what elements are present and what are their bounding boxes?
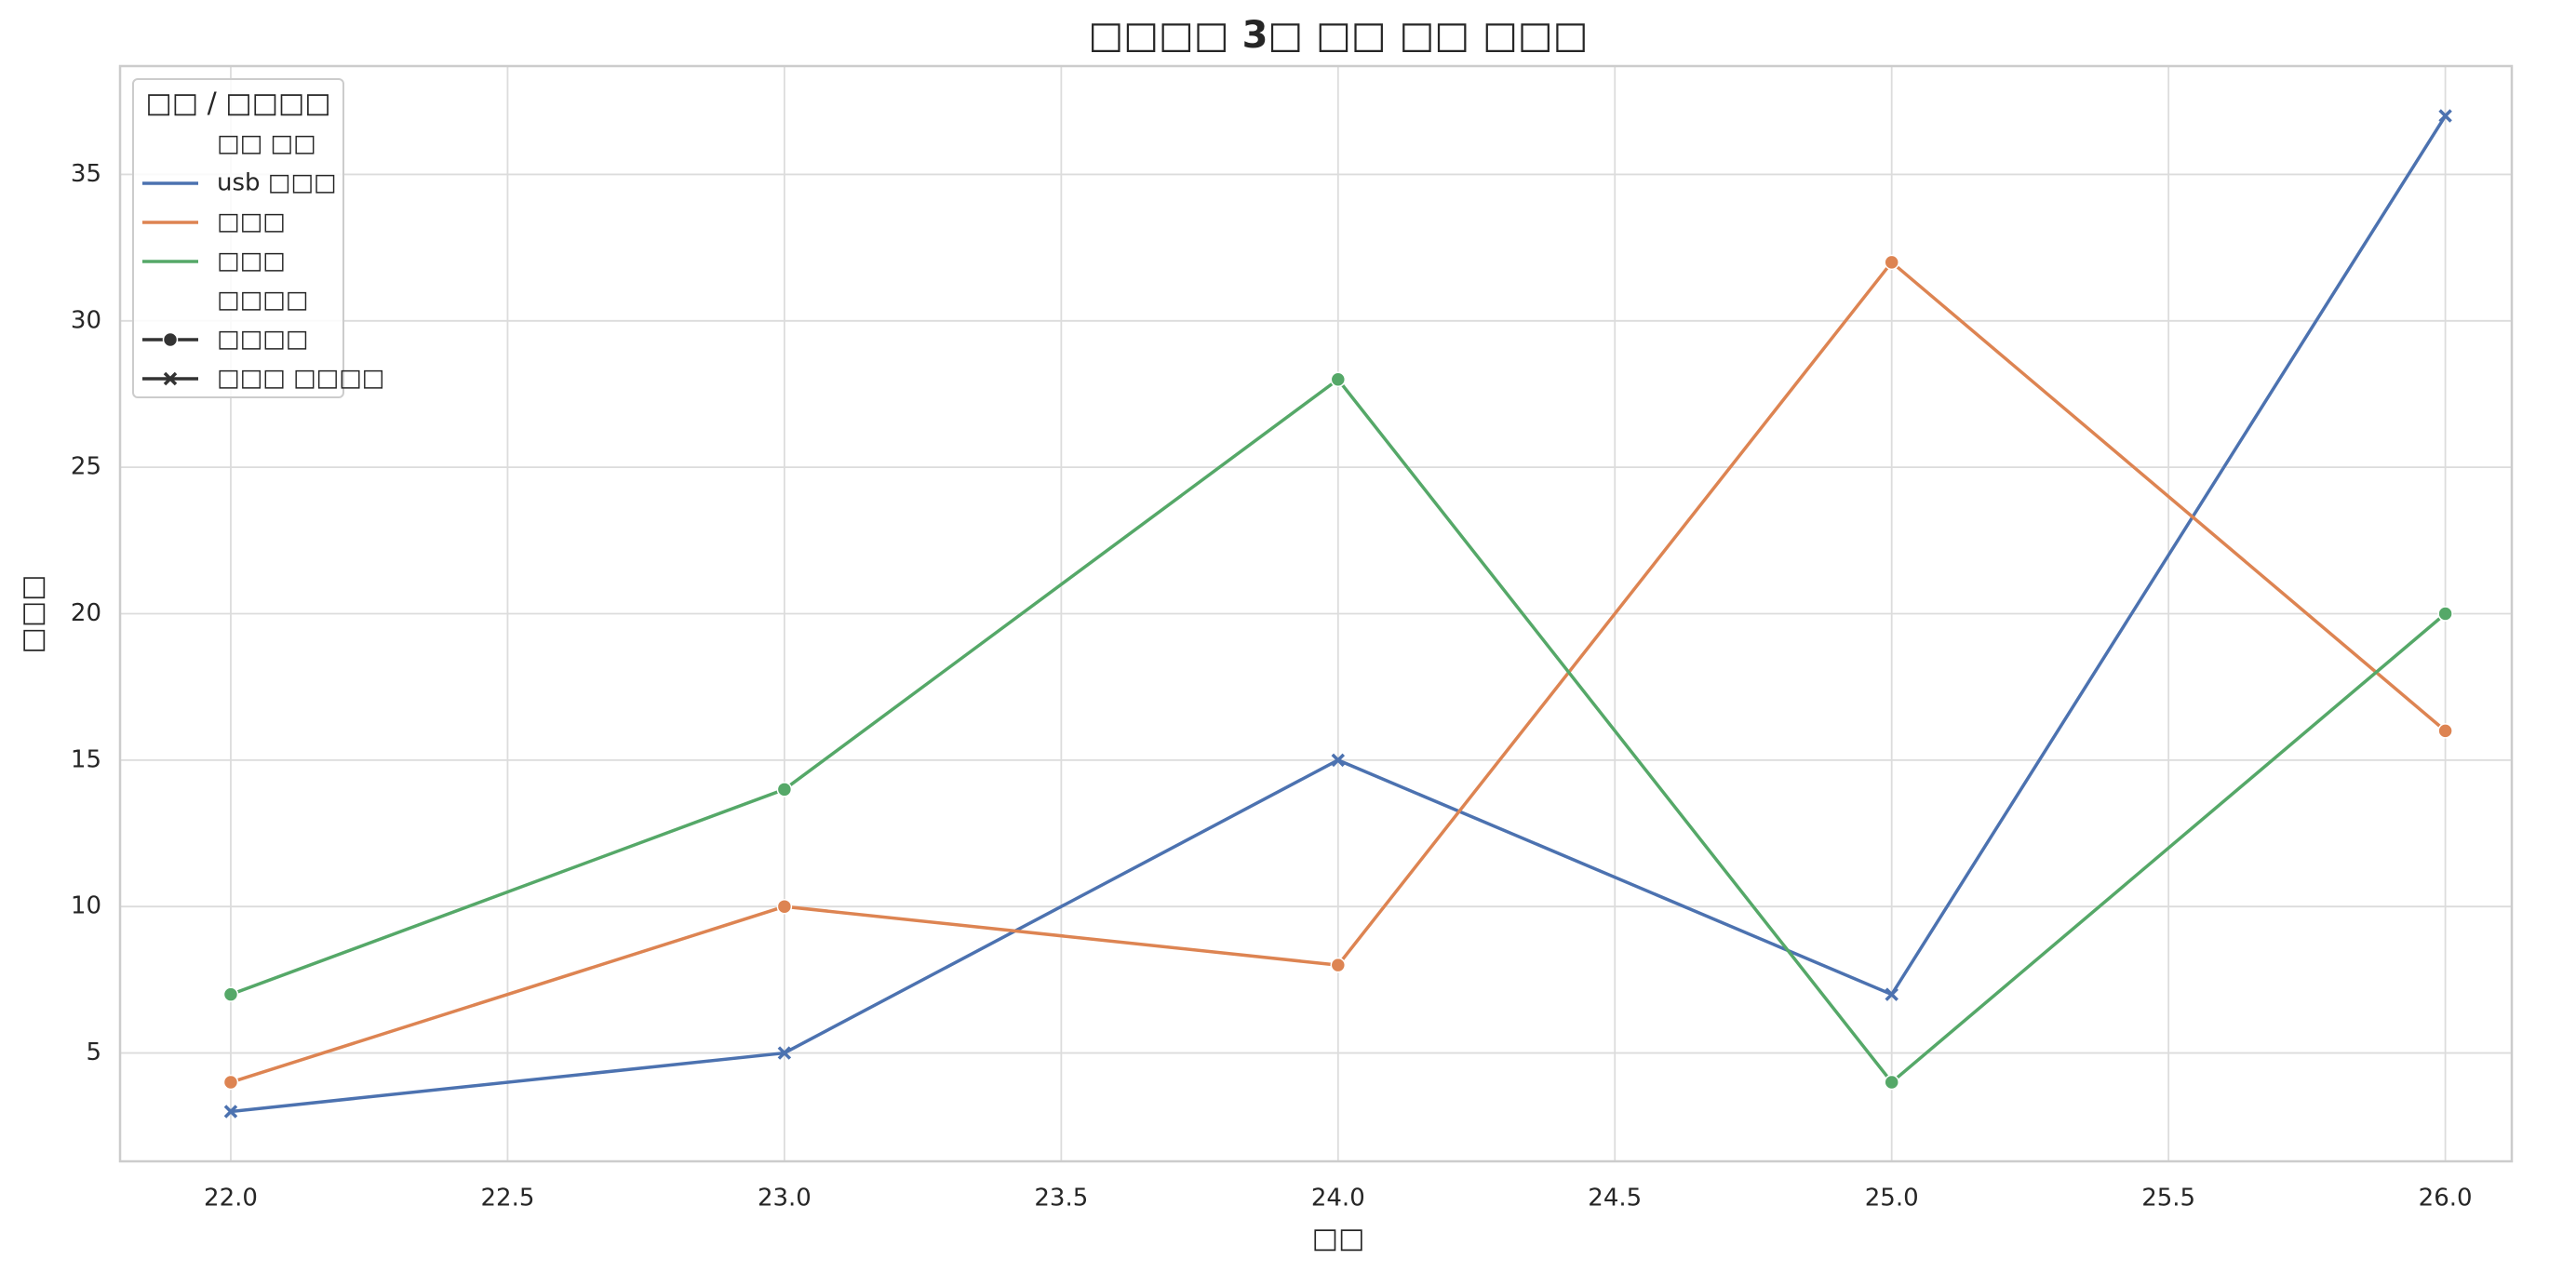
plot-frame <box>118 64 2514 1163</box>
marker <box>1330 957 1347 973</box>
y-tick-label: 30 <box>71 306 101 334</box>
y-axis-label: □□□ <box>17 574 49 653</box>
y-tick-label: 5 <box>86 1038 101 1066</box>
marker <box>1330 371 1347 387</box>
legend-heading: □□ □□ <box>217 130 316 158</box>
x-tick-label: 23.0 <box>758 1185 812 1213</box>
x-tick-label: 23.5 <box>1034 1185 1088 1213</box>
x-tick-label: 24.5 <box>1588 1185 1642 1213</box>
marker <box>1884 254 1899 271</box>
x-tick-label: 26.0 <box>2419 1185 2473 1213</box>
legend-label: usb □□□ <box>217 169 337 197</box>
marker <box>1885 987 1898 1001</box>
marker <box>776 898 793 915</box>
legend-heading: □□□□ <box>217 287 308 315</box>
marker <box>2437 723 2453 739</box>
legend-label: □□□□ <box>217 326 308 354</box>
marker <box>1331 753 1346 768</box>
marker <box>777 1046 792 1060</box>
y-tick-label: 10 <box>71 892 101 920</box>
legend-box <box>132 78 344 398</box>
marker <box>776 782 793 797</box>
y-tick-label: 20 <box>71 599 101 627</box>
y-tick-label: 15 <box>71 745 101 773</box>
marker <box>2437 606 2453 622</box>
x-axis-label: □□ <box>1312 1223 1365 1255</box>
marker <box>222 1074 239 1091</box>
marker <box>1884 1074 1899 1091</box>
legend-label: □□□ □□□□ <box>217 365 384 393</box>
y-tick-label: 25 <box>71 453 101 481</box>
legend: □□ / □□□□□□ □□usb □□□□□□□□□□□□□□□□□□□□ □… <box>132 78 384 398</box>
legend-label: □□□ <box>217 248 286 275</box>
x-tick-label: 25.0 <box>1865 1185 1919 1213</box>
legend-title: □□ / □□□□ <box>145 87 330 120</box>
legend-label: □□□ <box>217 208 286 236</box>
x-tick-label: 22.5 <box>480 1185 534 1213</box>
marker <box>222 986 239 1002</box>
x-tick-label: 25.5 <box>2141 1185 2195 1213</box>
marker <box>163 371 178 386</box>
x-tick-label: 22.0 <box>204 1185 258 1213</box>
marker <box>2438 109 2452 123</box>
marker <box>162 331 179 348</box>
chart-title: □□□□ 3□ □□ □□ □□□ <box>1088 14 1588 57</box>
y-tick-label: 35 <box>71 160 101 188</box>
x-tick-label: 24.0 <box>1311 1185 1365 1213</box>
marker <box>223 1105 238 1119</box>
